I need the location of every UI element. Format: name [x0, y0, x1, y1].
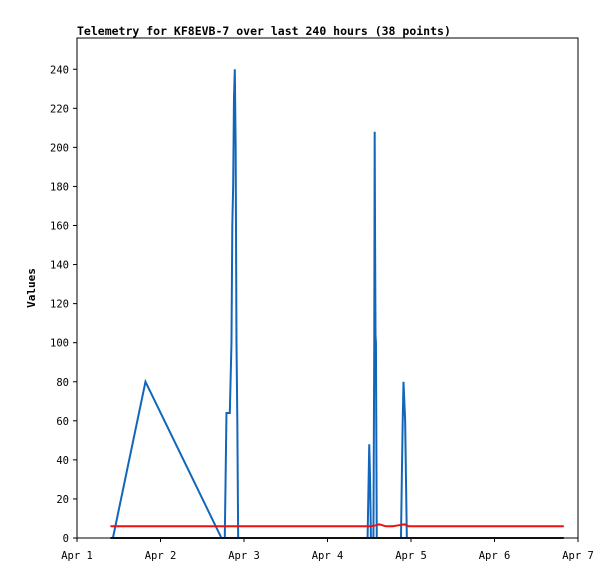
series-line-0 [111, 69, 409, 539]
y-tick-label: 180 [50, 181, 69, 193]
y-tick-label: 100 [50, 338, 69, 350]
y-tick-label: 120 [50, 299, 69, 311]
plot-area [76, 37, 579, 539]
y-tick-label: 80 [56, 377, 69, 389]
series-line-1 [110, 523, 564, 528]
chart-title: Telemetry for KF8EVB-7 over last 240 hou… [77, 24, 451, 38]
y-tick-label: 240 [50, 64, 69, 76]
x-tick-label: Apr 7 [562, 550, 594, 562]
y-tick-label: 200 [50, 142, 69, 154]
x-tick-label: Apr 5 [395, 550, 427, 562]
y-tick-label: 60 [56, 416, 69, 428]
x-tick-label: Apr 3 [228, 550, 260, 562]
y-tick-label: 0 [63, 533, 69, 545]
y-tick-label: 40 [56, 455, 69, 467]
y-tick-label: 220 [50, 103, 69, 115]
x-tick-label: Apr 2 [145, 550, 177, 562]
y-axis-label: Values [25, 268, 38, 308]
y-tick-label: 20 [56, 494, 69, 506]
x-tick-label: Apr 6 [479, 550, 511, 562]
series-layer [110, 69, 564, 539]
x-tick-label: Apr 4 [312, 550, 344, 562]
x-axis: Apr 1 Apr 2 Apr 3 Apr 4 Apr 5 Apr 6 Apr 7 [61, 538, 594, 562]
x-tick-label: Apr 1 [61, 550, 93, 562]
y-tick-label: 160 [50, 221, 69, 233]
y-axis: 0 20 40 60 80 100 120 140 160 180 200 220 240 [50, 64, 77, 545]
y-tick-label: 140 [50, 260, 69, 272]
